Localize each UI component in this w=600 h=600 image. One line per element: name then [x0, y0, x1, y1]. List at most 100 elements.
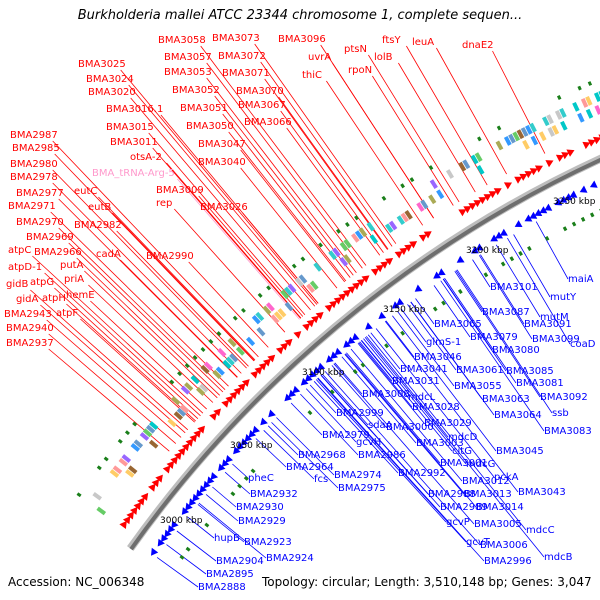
gene-label: BMA2987: [10, 130, 58, 141]
gene-label: BMA2966: [34, 247, 82, 258]
label-connector: [260, 61, 393, 247]
category-block: [227, 337, 237, 348]
category-block: [559, 107, 567, 118]
forward-gene-arrow: [280, 342, 289, 351]
label-connector: [367, 334, 527, 531]
label-connector: [365, 336, 449, 438]
category-block: [313, 262, 323, 272]
gene-label: BMA3058: [158, 35, 206, 46]
label-connector: [222, 113, 351, 278]
green-dash: [518, 251, 523, 257]
green-dash: [496, 125, 502, 131]
category-block: [262, 305, 272, 315]
gene-label: gidB: [6, 279, 28, 290]
label-connector: [206, 62, 363, 269]
reverse-gene-arrow: [529, 211, 538, 219]
kbp-tick-label: 3050 kbp: [230, 441, 273, 451]
gene-label: BMA3006: [480, 540, 528, 551]
gene-label: BMA3014: [476, 502, 524, 513]
forward-gene-arrow: [126, 511, 134, 520]
forward-gene-arrow: [458, 209, 467, 217]
reverse-gene-arrow: [196, 489, 204, 498]
category-block: [400, 212, 409, 223]
forward-gene-arrow: [587, 139, 596, 147]
gene-label: eutC: [74, 186, 97, 197]
forward-gene-arrow: [155, 474, 163, 483]
forward-gene-arrow: [473, 200, 482, 208]
category-block: [294, 277, 304, 287]
green-dash: [177, 371, 183, 377]
label-connector: [410, 301, 495, 416]
forward-gene-arrow: [394, 251, 403, 259]
forward-gene-arrow: [275, 346, 284, 355]
label-connector: [50, 211, 229, 387]
reverse-gene-arrow: [157, 538, 165, 547]
category-block: [546, 114, 554, 125]
label-connector: [264, 78, 388, 250]
forward-gene-arrow: [254, 366, 263, 375]
label-connector: [392, 315, 497, 452]
category-block: [503, 135, 512, 146]
category-block: [474, 152, 483, 162]
reverse-gene-arrow: [414, 284, 423, 292]
label-connector: [40, 304, 186, 434]
label-connector: [350, 348, 463, 482]
green-dash: [117, 438, 123, 444]
green-dash: [96, 465, 102, 471]
category-block: [328, 250, 337, 260]
category-block: [200, 364, 210, 375]
label-connector: [305, 388, 357, 443]
gene-label: BMA3099: [532, 334, 580, 345]
forward-gene-arrow: [534, 165, 543, 173]
reverse-gene-arrow: [334, 347, 343, 356]
gene-label: BMA3063: [482, 394, 530, 405]
gene-label: ftsY: [382, 35, 401, 46]
label-connector: [436, 47, 507, 175]
gene-label: glmS-1: [426, 337, 461, 348]
category-block: [351, 233, 360, 243]
gene-feature-rings: [76, 81, 600, 560]
reverse-gene-arrow: [188, 498, 197, 506]
green-dash: [352, 369, 358, 375]
reverse-gene-arrow: [514, 220, 523, 227]
category-block: [145, 424, 156, 434]
reverse-gene-arrow: [326, 355, 334, 363]
forward-gene-arrow: [119, 520, 127, 529]
forward-gene-arrow: [166, 461, 175, 469]
reverse-gene-arrow: [534, 209, 543, 216]
green-dash: [230, 491, 236, 497]
kbp-tick-label: 3200 kbp: [466, 246, 509, 256]
label-connector: [313, 381, 399, 474]
reverse-gene-arrow: [288, 389, 297, 398]
category-block: [396, 215, 406, 226]
category-block: [118, 457, 129, 467]
gene-label: atpD-1: [8, 262, 42, 273]
category-block: [343, 254, 352, 264]
green-dash: [232, 315, 238, 321]
label-connector: [400, 308, 427, 343]
green-dash: [354, 215, 359, 221]
forward-gene-arrow: [237, 383, 246, 391]
gene-label: atpH: [42, 293, 66, 304]
reverse-gene-arrow: [313, 366, 321, 374]
label-connector: [205, 494, 239, 522]
gene-label: BMA3071: [222, 68, 270, 79]
gene-label: BMA3087: [482, 307, 530, 318]
category-block: [520, 127, 529, 137]
green-dash: [345, 221, 350, 228]
reverse-gene-arrow: [233, 446, 241, 455]
reverse-gene-arrow: [330, 351, 338, 359]
forward-gene-arrow: [593, 136, 600, 145]
label-connector: [271, 422, 339, 489]
gene-label: BMA3072: [218, 51, 266, 62]
label-connector: [255, 438, 287, 468]
forward-gene-arrow: [463, 206, 472, 214]
label-connector: [440, 280, 545, 432]
gene-label: coaD: [570, 339, 596, 350]
label-connector: [130, 97, 311, 311]
forward-gene-arrow: [302, 323, 311, 331]
gene-label: BMA3050: [186, 121, 234, 132]
green-dash: [544, 235, 550, 241]
green-dash: [589, 212, 595, 218]
category-block: [580, 97, 589, 108]
